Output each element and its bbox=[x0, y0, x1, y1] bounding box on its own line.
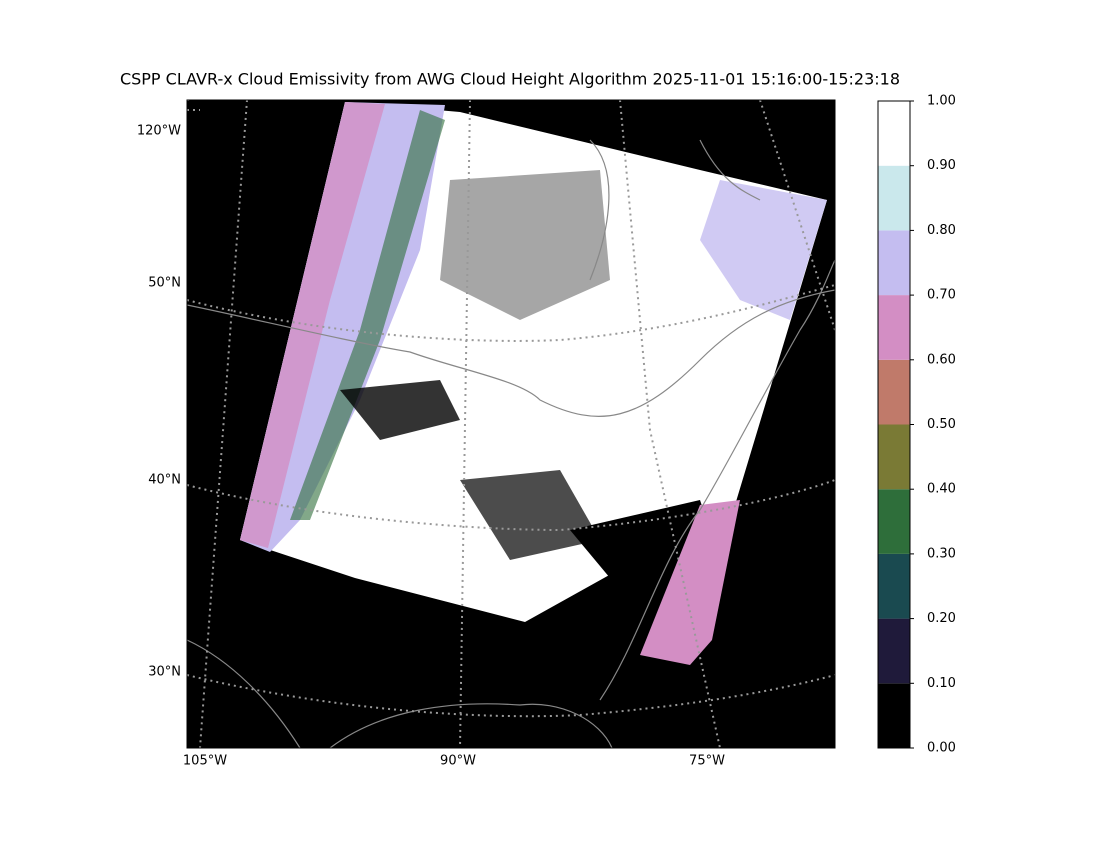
swath-clear bbox=[340, 380, 460, 440]
colorbar-tick-label: 0.60 bbox=[927, 352, 956, 367]
colorbar-band bbox=[878, 683, 910, 748]
lon-label: 90°W bbox=[440, 754, 476, 769]
colorbar-band bbox=[878, 101, 910, 166]
colorbar: 0.00 0.10 0.20 0.30 0.40 0.50 0.60 0.70 0.80 0.90… bbox=[877, 94, 956, 756]
lon-label: 75°W bbox=[689, 754, 725, 769]
swath-ne-cloud bbox=[700, 180, 827, 320]
map-title: CSPP CLAVR-x Cloud Emissivity from AWG C… bbox=[120, 70, 900, 89]
colorbar-tick-label: 0.40 bbox=[927, 482, 956, 497]
lat-label: 120°W bbox=[137, 124, 181, 139]
lat-label: 40°N bbox=[148, 473, 181, 488]
coastline bbox=[187, 139, 835, 748]
colorbar-tick-label: 0.20 bbox=[927, 611, 956, 626]
colorbar-tick-label: 0.30 bbox=[927, 546, 956, 561]
map bbox=[187, 100, 835, 748]
swath-thin-cloud bbox=[290, 110, 445, 520]
colorbar-band bbox=[878, 553, 910, 619]
colorbar-tick-label: 0.70 bbox=[927, 288, 956, 303]
graticule bbox=[187, 100, 835, 748]
swath-clear bbox=[460, 470, 600, 560]
lon-label: 105°W bbox=[183, 754, 227, 769]
lat-label: 30°N bbox=[148, 665, 181, 680]
map-frame bbox=[186, 99, 836, 749]
colorbar-band bbox=[878, 230, 910, 296]
swath-cirrus-edge bbox=[240, 102, 385, 548]
swath-south bbox=[640, 500, 740, 665]
colorbar-tick-label: 0.80 bbox=[927, 223, 956, 238]
colorbar-band bbox=[878, 165, 910, 231]
colorbar-band bbox=[878, 489, 910, 554]
colorbar-tick-label: 0.50 bbox=[927, 417, 956, 432]
colorbar-tick-label: 0.90 bbox=[927, 158, 956, 173]
colorbar-tick-label: 0.10 bbox=[927, 676, 956, 691]
colorbar-tick-label: 1.00 bbox=[927, 94, 956, 109]
colorbar-band bbox=[878, 359, 910, 425]
swath-hole bbox=[440, 170, 610, 320]
colorbar-tick-label: 0.00 bbox=[927, 741, 956, 756]
colorbar-band bbox=[878, 295, 910, 360]
colorbar-band bbox=[878, 618, 910, 684]
lat-label: 50°N bbox=[148, 276, 181, 291]
colorbar-band bbox=[878, 424, 910, 490]
